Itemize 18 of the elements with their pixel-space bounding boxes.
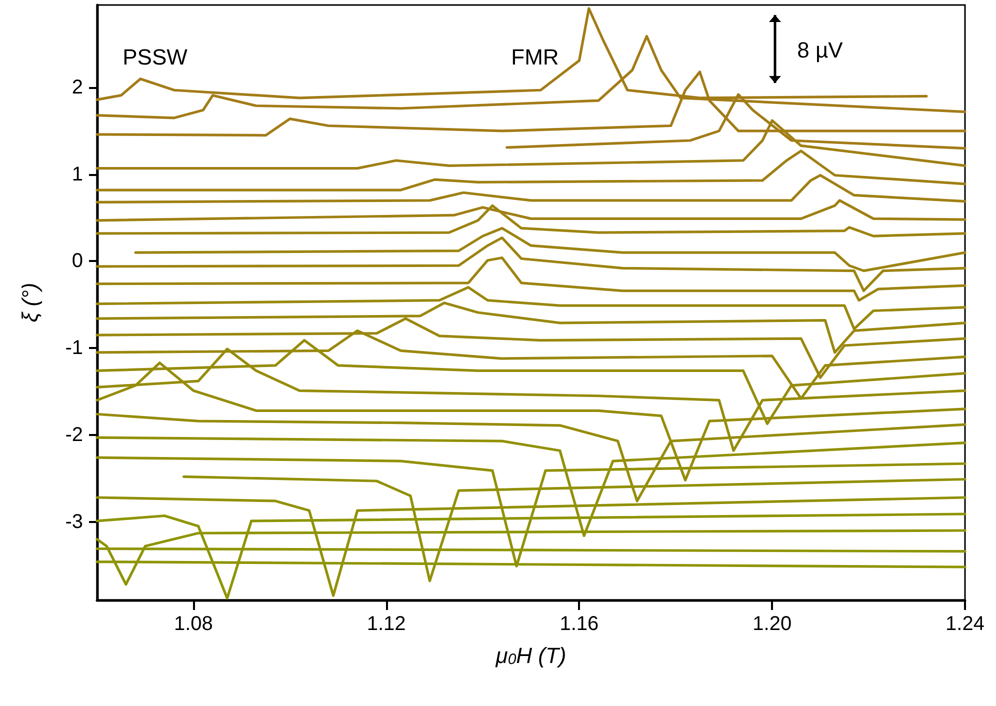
y-tick-label: -2 [65,424,83,446]
y-tick-label: -3 [65,510,83,533]
y-tick-label: 1 [72,163,83,186]
line-series [96,174,966,204]
x-tick-label: 1.24 [946,613,984,635]
y-tick-label: -1 [65,337,83,360]
x-tick-label: 1.12 [366,613,406,635]
line-series [96,150,966,192]
y-tick-label: 0 [72,250,83,272]
x-tick-label: 1.16 [560,613,599,635]
x-tick-label: 1.20 [752,613,792,635]
annotation: FMR [511,44,559,70]
y-axis-title: ξ (°) [18,282,42,322]
x-tick-label: 1.08 [174,613,213,635]
annotation: 8 µV [797,38,844,62]
y-tick-label: 2 [72,76,83,99]
x-axis-title: μ0H (T) [494,643,566,668]
annotation: PSSW [122,44,188,70]
